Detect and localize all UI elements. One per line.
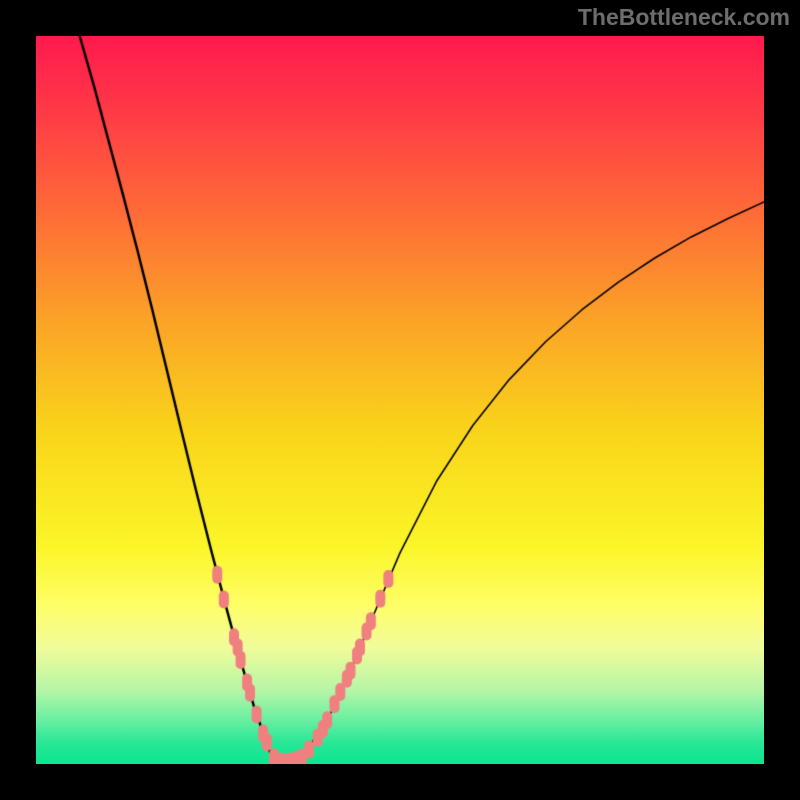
chart-stage: TheBottleneck.com [0,0,800,800]
markers-layer [36,36,764,764]
watermark-text: TheBottleneck.com [578,4,790,31]
plot-area [36,36,764,764]
